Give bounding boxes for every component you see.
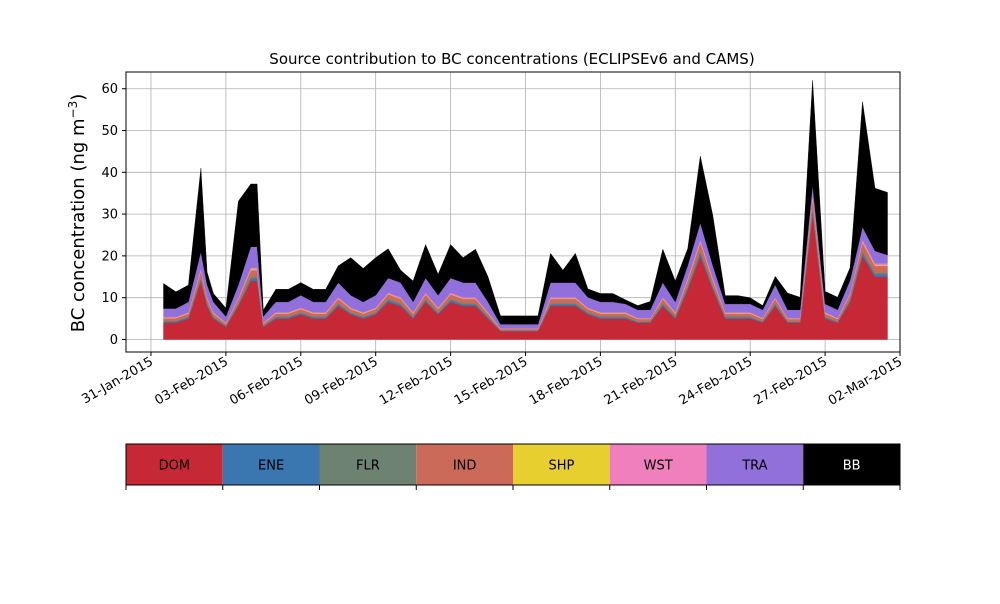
- x-tick-label: 18-Feb-2015: [527, 354, 606, 408]
- legend-label-ind: IND: [453, 459, 477, 474]
- legend-swatch-wst: [609, 444, 707, 485]
- x-tick-label: 24-Feb-2015: [677, 354, 756, 408]
- y-axis-label-main: BC concentration (ng m: [68, 118, 89, 332]
- x-tick-label: 09-Feb-2015: [302, 354, 381, 408]
- legend-swatch-bb: [803, 444, 900, 485]
- y-tick-label: 40: [101, 166, 118, 181]
- legend-label-wst: WST: [644, 459, 673, 474]
- x-tick-label: 27-Feb-2015: [752, 354, 831, 408]
- legend-label-dom: DOM: [159, 459, 190, 474]
- legend-swatch-ene: [222, 444, 320, 485]
- y-tick-label: 50: [101, 124, 118, 139]
- y-axis-label: BC concentration (ng m−3): [66, 94, 89, 333]
- x-tick-label: 12-Feb-2015: [377, 354, 456, 408]
- x-tick-label: 31-Jan-2015: [79, 354, 156, 407]
- legend-swatch-tra: [706, 444, 804, 485]
- x-tick-label: 02-Mar-2015: [826, 354, 905, 408]
- plot-area: 0 10 20 30 40 50 60 31-Jan-201503-Feb-201506-Fe…: [79, 71, 905, 409]
- y-tick-label: 20: [101, 249, 118, 264]
- x-tick-label: 21-Feb-2015: [602, 354, 681, 408]
- area-series-bb: [163, 80, 888, 325]
- legend-swatch-flr: [319, 444, 417, 485]
- y-axis-label-close: ): [68, 94, 89, 101]
- x-tick-label: 06-Feb-2015: [227, 354, 306, 408]
- y-tick-label: 10: [101, 291, 118, 306]
- legend-swatch-dom: [126, 444, 223, 485]
- y-tick-label: 60: [101, 82, 118, 97]
- x-tick-label: 03-Feb-2015: [152, 354, 231, 408]
- legend-label-shp: SHP: [548, 459, 574, 474]
- chart-title: Source contribution to BC concentrations…: [269, 50, 754, 68]
- y-tick-label: 30: [101, 208, 118, 223]
- legend-label-tra: TRA: [741, 459, 767, 474]
- plot-frame: [125, 71, 901, 353]
- source-legend-bar: DOM ENE FLR IND SHP WST TRA BB: [125, 443, 901, 490]
- legend-swatch-shp: [513, 444, 610, 485]
- y-tick-label: 0: [110, 333, 118, 348]
- legend-label-flr: FLR: [356, 459, 380, 474]
- legend-label-ene: ENE: [258, 459, 284, 474]
- y-axis-label-superscript: −3: [66, 101, 80, 119]
- x-tick-label: 15-Feb-2015: [452, 354, 531, 408]
- legend-swatch-ind: [416, 444, 513, 485]
- legend-label-bb: BB: [843, 459, 861, 474]
